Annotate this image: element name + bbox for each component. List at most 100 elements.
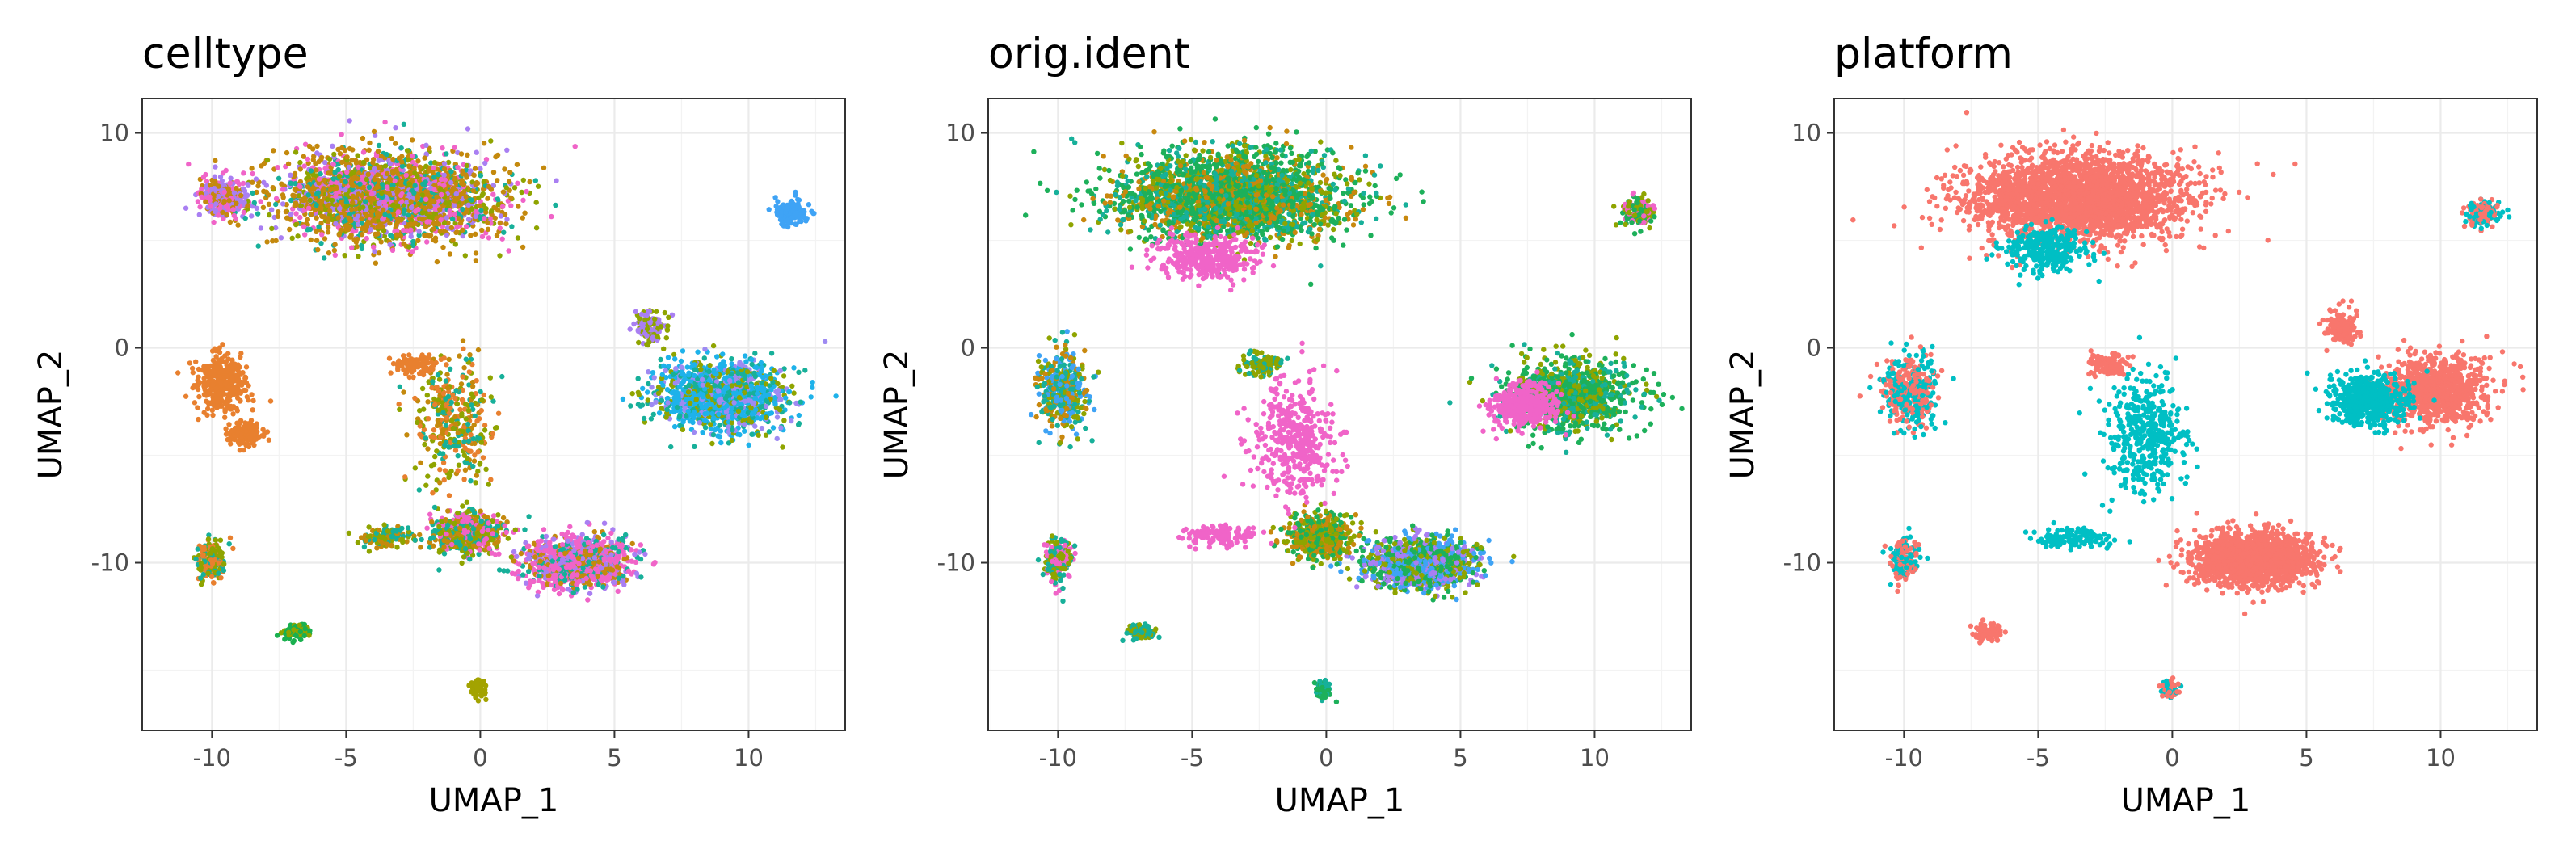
- cell-point: [718, 428, 724, 434]
- cell-point: [329, 217, 335, 223]
- cell-point: [520, 197, 526, 203]
- cell-point: [314, 238, 320, 243]
- cell-point: [266, 437, 271, 443]
- cell-point: [278, 235, 284, 241]
- cell-point: [398, 192, 404, 199]
- cell-point: [774, 209, 780, 215]
- cell-point: [480, 191, 486, 196]
- cell-point: [242, 200, 247, 205]
- cell-point: [366, 184, 373, 190]
- cell-point: [680, 348, 686, 354]
- cell-point: [267, 398, 274, 404]
- cell-point: [309, 211, 314, 217]
- cell-point: [511, 185, 518, 191]
- cell-point: [343, 187, 348, 193]
- cell-point: [419, 210, 426, 216]
- cell-point: [325, 225, 331, 230]
- cell-point: [347, 118, 352, 124]
- cell-point: [216, 183, 221, 189]
- cell-point: [412, 183, 418, 188]
- cell-point: [443, 200, 448, 206]
- cell-point: [672, 381, 678, 386]
- cell-point: [637, 316, 642, 322]
- cell-point: [306, 143, 313, 149]
- cell-point: [629, 391, 635, 397]
- cell-point: [500, 189, 507, 195]
- cell-point: [441, 220, 447, 225]
- cell-point: [376, 250, 382, 256]
- cell-point: [275, 209, 281, 215]
- cell-point: [524, 188, 529, 195]
- cell-point: [377, 164, 382, 170]
- cell-point: [314, 215, 319, 221]
- cell-point: [479, 227, 485, 233]
- cell-point: [481, 179, 487, 184]
- cell-point: [481, 141, 487, 146]
- cell-point: [398, 217, 404, 223]
- cell-point: [301, 224, 307, 229]
- cell-point: [223, 426, 229, 431]
- cell-point: [390, 202, 396, 208]
- cell-point: [297, 214, 303, 221]
- cell-point: [465, 126, 471, 132]
- cell-point: [228, 175, 234, 181]
- cell-point: [387, 161, 393, 166]
- cell-point: [696, 412, 701, 418]
- cell-point: [453, 182, 460, 187]
- cell-point: [195, 405, 200, 410]
- cell-point: [288, 180, 294, 186]
- cell-point: [326, 156, 333, 162]
- cell-point: [314, 202, 319, 208]
- cell-point: [791, 365, 797, 371]
- cell-point: [216, 193, 221, 200]
- cell-point: [684, 364, 690, 370]
- cell-point: [319, 154, 325, 161]
- cell-point: [364, 235, 369, 242]
- cell-point: [356, 254, 361, 259]
- cell-point: [333, 221, 339, 227]
- cell-point: [406, 163, 412, 169]
- cell-point: [729, 383, 734, 389]
- cell-point: [226, 422, 232, 427]
- cell-point: [235, 222, 241, 228]
- cell-point: [679, 364, 684, 370]
- cell-point: [235, 439, 241, 444]
- cell-point: [658, 324, 664, 330]
- cell-point: [331, 247, 338, 254]
- cell-point: [437, 187, 444, 192]
- cell-point: [228, 389, 234, 395]
- cell-point: [368, 191, 375, 197]
- cell-point: [360, 204, 366, 210]
- cell-point: [492, 215, 498, 221]
- cell-point: [375, 172, 381, 178]
- cell-point: [335, 161, 341, 167]
- cell-point: [663, 335, 669, 341]
- cell-point: [314, 150, 320, 156]
- cell-point: [495, 178, 500, 183]
- cell-point: [444, 151, 449, 157]
- cell-point: [684, 414, 689, 419]
- cell-point: [424, 219, 430, 225]
- cell-point: [216, 212, 221, 218]
- cell-point: [415, 158, 421, 164]
- cell-point: [465, 217, 472, 222]
- cell-point: [320, 187, 326, 193]
- cell-point: [220, 342, 225, 347]
- cell-point: [520, 177, 526, 183]
- cell-point: [316, 158, 322, 165]
- cell-point: [221, 368, 226, 374]
- cell-point: [751, 400, 757, 406]
- cell-point: [266, 192, 271, 198]
- cell-point: [785, 217, 790, 223]
- cell-point: [437, 207, 443, 212]
- cell-point: [253, 430, 259, 436]
- cell-point: [644, 342, 650, 347]
- cell-point: [752, 351, 758, 356]
- cell-point: [718, 440, 724, 446]
- cell-point: [222, 414, 228, 420]
- cell-point: [288, 197, 294, 204]
- cell-point: [450, 185, 457, 191]
- cell-point: [389, 186, 395, 192]
- cell-point: [301, 163, 307, 169]
- cell-point: [415, 195, 421, 200]
